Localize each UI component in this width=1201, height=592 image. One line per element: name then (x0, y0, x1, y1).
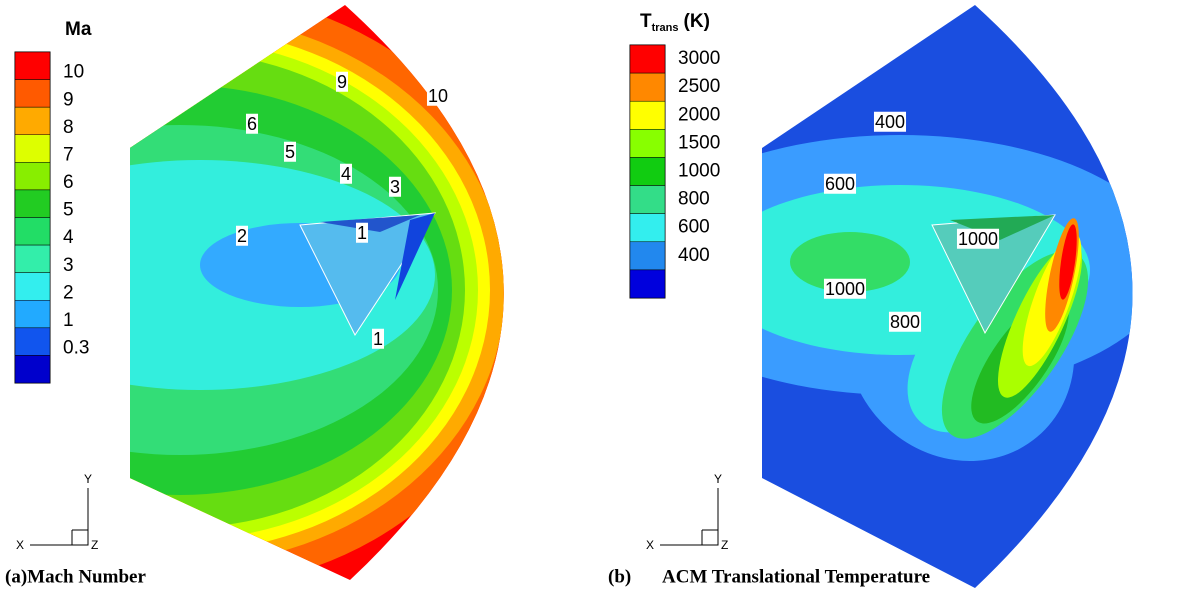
contour-label: 1000 (958, 229, 998, 249)
contour-label: 5 (285, 142, 295, 162)
contour-label: 2 (237, 226, 247, 246)
legend-label: 2 (63, 282, 74, 303)
legend-swatch (15, 162, 50, 190)
axis-label: Z (721, 538, 728, 552)
legend-label: 600 (678, 217, 710, 238)
contour-label: 1000 (825, 279, 865, 299)
legend-swatch (630, 214, 665, 242)
contour-label: 6 (247, 114, 257, 134)
legend-label: 800 (678, 189, 710, 210)
legend-swatch (630, 101, 665, 129)
legend-swatch (15, 273, 50, 301)
legend-swatch (630, 242, 665, 270)
contour-label: 1 (357, 223, 367, 243)
legend-label: 3 (63, 255, 74, 276)
legend-swatch (15, 328, 50, 356)
legend-swatch (15, 300, 50, 328)
legend-label: 1000 (678, 161, 720, 182)
legend-swatch (630, 129, 665, 157)
legend-label: 1 (63, 310, 74, 331)
legend-label: 7 (63, 144, 74, 165)
caption-label: (b) (608, 566, 631, 587)
figure: 10 9 8 7 6 5 4 3 2 1 0.3 3000 2500 2000 1500 1000 800 600… (0, 0, 1201, 592)
legend-swatch (630, 157, 665, 185)
legend-swatch (15, 80, 50, 108)
legend-label: 6 (63, 172, 74, 193)
mach-contour (0, 0, 620, 592)
contour-label: 400 (875, 112, 905, 132)
legend-label: 5 (63, 200, 74, 221)
legend-label: 1500 (678, 132, 720, 153)
legend-label: 4 (63, 227, 74, 248)
contour-label: 9 (337, 72, 347, 92)
contour-label: 600 (825, 174, 855, 194)
legend-swatch (15, 218, 50, 246)
legend-swatch (630, 73, 665, 101)
legend-swatch (15, 135, 50, 163)
caption: ACM Translational Temperature (662, 566, 930, 587)
legend-swatch (15, 107, 50, 135)
legend-label: 9 (63, 89, 74, 110)
contour-label: 4 (341, 164, 351, 184)
legend-swatch (15, 355, 50, 383)
axis-label: X (16, 538, 24, 552)
contour-label: 800 (890, 312, 920, 332)
legend-swatch (15, 245, 50, 273)
legend-swatch (15, 190, 50, 218)
axis-label: Y (714, 472, 722, 486)
legend-title-part: (K) (684, 11, 710, 32)
legend-title-part: T (640, 11, 652, 32)
legend-swatch (630, 186, 665, 214)
contour-label: 3 (390, 177, 400, 197)
axis-label: Z (91, 538, 98, 552)
legend-label: 2500 (678, 76, 720, 97)
legend-label: 10 (63, 62, 84, 83)
legend-label: 400 (678, 245, 710, 266)
axis-label: Y (84, 472, 92, 486)
caption: (a)Mach Number (5, 566, 146, 587)
legend-label: 2000 (678, 104, 720, 125)
legend-title: Ttrans (K) (640, 11, 710, 34)
legend-swatch (630, 270, 665, 298)
axis-label: X (646, 538, 654, 552)
legend-label: 0.3 (63, 338, 89, 359)
legend-label: 3000 (678, 48, 720, 69)
contour-label: 1 (373, 329, 383, 349)
legend-title: Ma (65, 19, 92, 40)
legend-swatch (630, 45, 665, 73)
contour-label: 10 (428, 86, 448, 106)
legend-label: 8 (63, 117, 74, 138)
legend-title-part: trans (652, 22, 679, 34)
legend-swatch (15, 52, 50, 80)
